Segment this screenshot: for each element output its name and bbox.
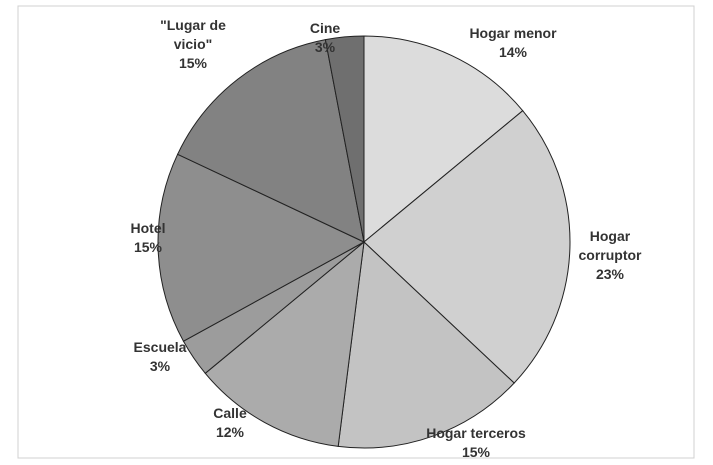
pie-slice [337,240,515,449]
value-label: 3% [314,39,336,55]
pie-slice [204,240,365,447]
value-label: 23% [595,266,625,282]
category-name: Hogar terceros [426,425,526,441]
slice-label: Hogar menor 14% [438,24,588,62]
category-name: Hogar menor [469,25,557,41]
slice-label: Escuela 3% [120,338,200,376]
value-label: 15% [461,444,491,460]
slice-label: Hogar terceros 15% [396,424,556,462]
category-name: Hogar corruptor [578,228,642,263]
slice-label: Hogar corruptor 23% [560,227,660,284]
pie-slice [176,39,365,243]
value-label: 3% [149,358,171,374]
slice-label: "Lugar de vicio" 15% [143,16,243,73]
slice-label: Hotel 15% [108,219,188,257]
slice-label: Cine 3% [295,19,355,57]
value-label: 15% [133,239,163,255]
value-label: 14% [498,44,528,60]
chart-frame [17,5,695,459]
category-name: Calle [213,405,247,421]
category-name: "Lugar de vicio" [160,17,226,52]
category-name: Escuela [133,339,187,355]
slice-label: Calle 12% [190,404,270,442]
pie-slice [157,153,366,342]
value-label: 12% [215,424,245,440]
category-name: Hotel [130,220,166,236]
pie-slice [363,109,571,384]
category-name: Cine [309,20,341,36]
pie-slice [324,35,365,243]
pie-slice [363,35,524,244]
value-label: 15% [178,55,208,71]
